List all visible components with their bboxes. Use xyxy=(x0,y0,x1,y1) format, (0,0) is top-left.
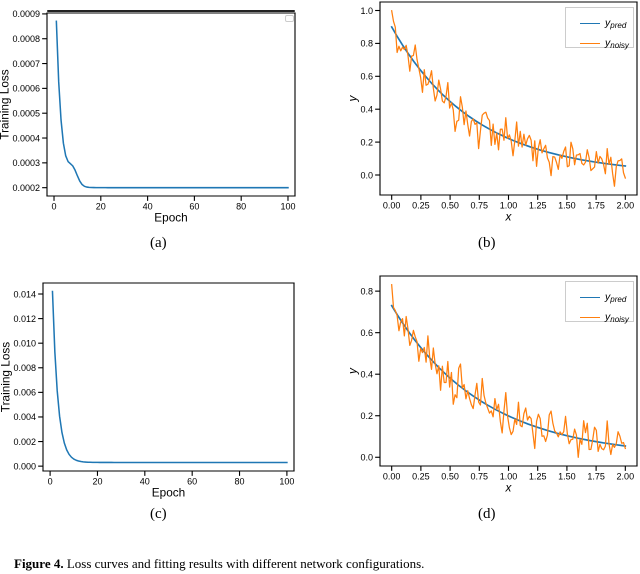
svg-text:0.0005: 0.0005 xyxy=(12,108,40,118)
svg-text:0.4: 0.4 xyxy=(361,369,374,379)
svg-text:0: 0 xyxy=(52,201,57,211)
svg-text:0.75: 0.75 xyxy=(471,200,489,210)
svg-text:0.010: 0.010 xyxy=(13,338,36,348)
svg-text:0.0: 0.0 xyxy=(361,170,374,180)
svg-text:0.008: 0.008 xyxy=(13,363,36,373)
svg-text:0.0007: 0.0007 xyxy=(12,59,40,69)
svg-text:Training Loss: Training Loss xyxy=(0,342,13,412)
svg-text:0.25: 0.25 xyxy=(412,200,430,210)
svg-text:y: y xyxy=(346,367,360,375)
svg-text:0.006: 0.006 xyxy=(13,388,36,398)
svg-text:2.00: 2.00 xyxy=(617,471,635,481)
svg-text:x: x xyxy=(505,480,513,494)
svg-text:100: 100 xyxy=(279,476,294,486)
svg-text:60: 60 xyxy=(187,476,197,486)
svg-text:0.0008: 0.0008 xyxy=(12,34,40,44)
svg-text:2.00: 2.00 xyxy=(617,200,635,210)
svg-text:y: y xyxy=(346,94,360,102)
svg-text:60: 60 xyxy=(189,201,199,211)
svg-text:0.0004: 0.0004 xyxy=(12,133,40,143)
svg-text:x: x xyxy=(505,209,513,223)
svg-text:0.6: 0.6 xyxy=(361,72,374,82)
svg-text:0.6: 0.6 xyxy=(361,328,374,338)
svg-text:0.004: 0.004 xyxy=(13,412,36,422)
svg-text:0.50: 0.50 xyxy=(441,200,459,210)
svg-text:1.50: 1.50 xyxy=(558,471,576,481)
svg-text:0.012: 0.012 xyxy=(13,314,36,324)
svg-text:0.25: 0.25 xyxy=(412,471,430,481)
svg-text:0.002: 0.002 xyxy=(13,437,36,447)
svg-text:0.50: 0.50 xyxy=(441,471,459,481)
svg-text:80: 80 xyxy=(236,201,246,211)
svg-text:40: 40 xyxy=(140,476,150,486)
svg-text:0.0006: 0.0006 xyxy=(12,84,40,94)
svg-text:0.2: 0.2 xyxy=(361,411,374,421)
svg-text:0.8: 0.8 xyxy=(361,39,374,49)
svg-text:0.75: 0.75 xyxy=(471,471,489,481)
svg-text:0.8: 0.8 xyxy=(361,286,374,296)
svg-text:Training Loss: Training Loss xyxy=(0,69,12,139)
svg-text:20: 20 xyxy=(96,201,106,211)
svg-text:0.00: 0.00 xyxy=(383,200,401,210)
svg-text:100: 100 xyxy=(280,201,295,211)
svg-text:0.0009: 0.0009 xyxy=(12,9,40,19)
svg-text:1.50: 1.50 xyxy=(558,200,576,210)
svg-text:0.4: 0.4 xyxy=(361,104,374,114)
svg-text:0.000: 0.000 xyxy=(13,461,36,471)
svg-text:1.75: 1.75 xyxy=(587,200,605,210)
svg-text:Epoch: Epoch xyxy=(152,485,185,499)
svg-text:0.0003: 0.0003 xyxy=(12,158,40,168)
svg-text:40: 40 xyxy=(143,201,153,211)
svg-text:0: 0 xyxy=(48,476,53,486)
svg-text:0.0002: 0.0002 xyxy=(12,183,40,193)
svg-text:0.2: 0.2 xyxy=(361,137,374,147)
svg-text:0.00: 0.00 xyxy=(383,471,401,481)
svg-text:20: 20 xyxy=(92,476,102,486)
svg-text:0.0: 0.0 xyxy=(361,453,374,463)
svg-text:1.25: 1.25 xyxy=(529,471,547,481)
svg-text:1.25: 1.25 xyxy=(529,200,547,210)
svg-text:1.0: 1.0 xyxy=(361,6,374,16)
svg-text:0.014: 0.014 xyxy=(13,289,36,299)
svg-text:80: 80 xyxy=(235,476,245,486)
svg-text:1.75: 1.75 xyxy=(587,471,605,481)
svg-text:Epoch: Epoch xyxy=(154,210,187,224)
